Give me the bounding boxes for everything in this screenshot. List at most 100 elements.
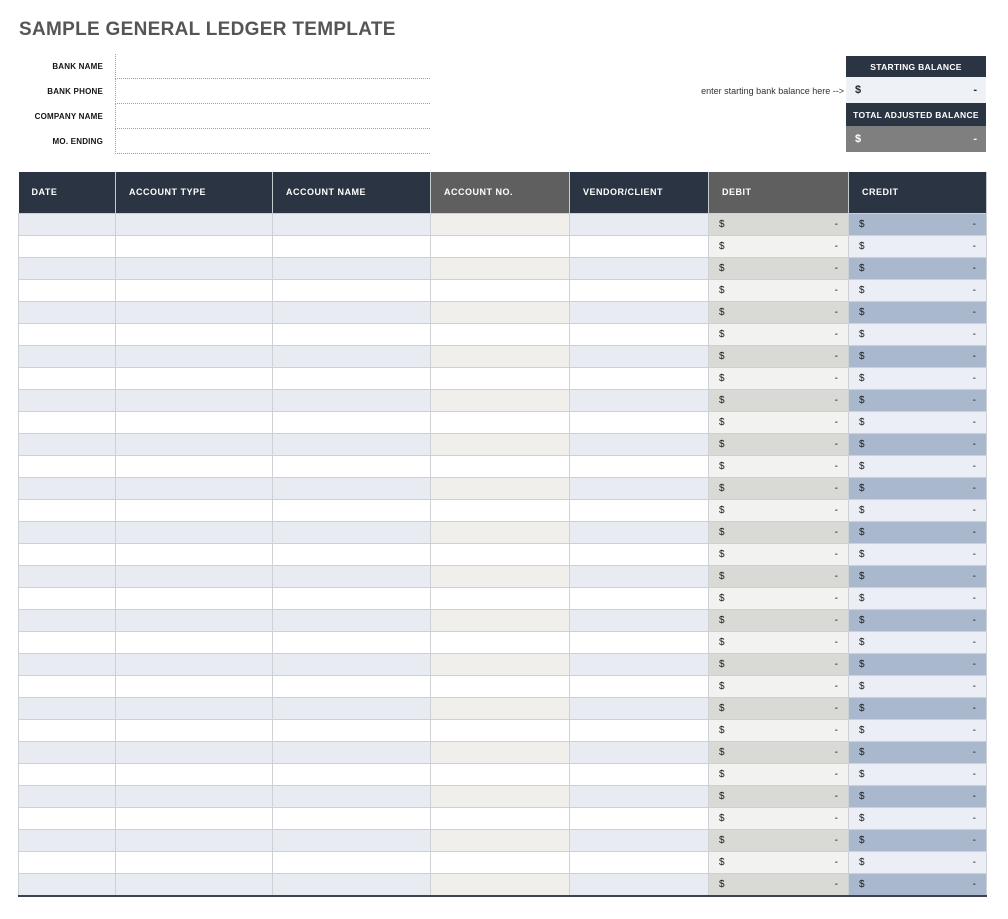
cell-debit[interactable]: $ - (708, 630, 849, 654)
cell-credit[interactable]: $ - (848, 564, 987, 588)
cell-account_no[interactable] (430, 630, 570, 654)
cell-date[interactable] (18, 212, 116, 236)
cell-debit[interactable]: $ - (708, 542, 849, 566)
cell-credit[interactable]: $ - (848, 828, 987, 852)
cell-account_name[interactable] (272, 652, 431, 676)
cell-date[interactable] (18, 608, 116, 632)
cell-account_name[interactable] (272, 740, 431, 764)
cell-account_name[interactable] (272, 784, 431, 808)
cell-account_name[interactable] (272, 542, 431, 566)
cell-account_no[interactable] (430, 652, 570, 676)
cell-account_no[interactable] (430, 586, 570, 610)
cell-account_name[interactable] (272, 828, 431, 852)
cell-account_type[interactable] (115, 432, 273, 456)
cell-vendor_client[interactable] (569, 278, 709, 302)
cell-credit[interactable]: $ - (848, 234, 987, 258)
cell-credit[interactable]: $ - (848, 586, 987, 610)
cell-account_type[interactable] (115, 454, 273, 478)
cell-account_no[interactable] (430, 872, 570, 896)
cell-credit[interactable]: $ - (848, 498, 987, 522)
cell-vendor_client[interactable] (569, 806, 709, 830)
starting-balance-cell[interactable]: $ - (846, 77, 986, 103)
cell-account_no[interactable] (430, 432, 570, 456)
cell-debit[interactable]: $ - (708, 256, 849, 280)
cell-date[interactable] (18, 806, 116, 830)
cell-account_type[interactable] (115, 344, 273, 368)
cell-account_type[interactable] (115, 828, 273, 852)
cell-account_name[interactable] (272, 388, 431, 412)
cell-vendor_client[interactable] (569, 586, 709, 610)
cell-vendor_client[interactable] (569, 828, 709, 852)
cell-date[interactable] (18, 850, 116, 874)
cell-vendor_client[interactable] (569, 872, 709, 896)
cell-account_type[interactable] (115, 762, 273, 786)
cell-account_name[interactable] (272, 300, 431, 324)
cell-vendor_client[interactable] (569, 432, 709, 456)
cell-vendor_client[interactable] (569, 454, 709, 478)
cell-debit[interactable]: $ - (708, 608, 849, 632)
cell-account_name[interactable] (272, 806, 431, 830)
cell-debit[interactable]: $ - (708, 564, 849, 588)
cell-account_no[interactable] (430, 542, 570, 566)
cell-account_no[interactable] (430, 718, 570, 742)
cell-account_type[interactable] (115, 256, 273, 280)
cell-date[interactable] (18, 542, 116, 566)
cell-account_type[interactable] (115, 872, 273, 896)
cell-vendor_client[interactable] (569, 476, 709, 500)
cell-credit[interactable]: $ - (848, 850, 987, 874)
cell-debit[interactable]: $ - (708, 872, 849, 896)
cell-account_type[interactable] (115, 586, 273, 610)
cell-debit[interactable]: $ - (708, 520, 849, 544)
mo-ending-input[interactable] (115, 129, 430, 154)
cell-debit[interactable]: $ - (708, 278, 849, 302)
cell-account_name[interactable] (272, 322, 431, 346)
cell-account_type[interactable] (115, 322, 273, 346)
cell-account_type[interactable] (115, 388, 273, 412)
cell-account_no[interactable] (430, 520, 570, 544)
cell-account_no[interactable] (430, 300, 570, 324)
cell-account_no[interactable] (430, 410, 570, 434)
cell-debit[interactable]: $ - (708, 828, 849, 852)
cell-date[interactable] (18, 278, 116, 302)
cell-vendor_client[interactable] (569, 300, 709, 324)
cell-credit[interactable]: $ - (848, 784, 987, 808)
cell-credit[interactable]: $ - (848, 806, 987, 830)
cell-credit[interactable]: $ - (848, 454, 987, 478)
cell-date[interactable] (18, 432, 116, 456)
cell-debit[interactable]: $ - (708, 850, 849, 874)
cell-account_no[interactable] (430, 476, 570, 500)
cell-date[interactable] (18, 344, 116, 368)
cell-account_no[interactable] (430, 806, 570, 830)
cell-credit[interactable]: $ - (848, 212, 987, 236)
cell-account_type[interactable] (115, 234, 273, 258)
cell-account_name[interactable] (272, 696, 431, 720)
cell-debit[interactable]: $ - (708, 806, 849, 830)
cell-vendor_client[interactable] (569, 762, 709, 786)
cell-debit[interactable]: $ - (708, 652, 849, 676)
cell-account_no[interactable] (430, 278, 570, 302)
cell-account_no[interactable] (430, 850, 570, 874)
cell-account_name[interactable] (272, 366, 431, 390)
cell-vendor_client[interactable] (569, 630, 709, 654)
cell-account_no[interactable] (430, 498, 570, 522)
cell-account_type[interactable] (115, 850, 273, 874)
cell-account_type[interactable] (115, 652, 273, 676)
cell-account_name[interactable] (272, 850, 431, 874)
cell-account_type[interactable] (115, 674, 273, 698)
total-adjusted-balance-cell[interactable]: $ - (846, 126, 986, 152)
cell-account_no[interactable] (430, 696, 570, 720)
cell-debit[interactable]: $ - (708, 234, 849, 258)
cell-account_type[interactable] (115, 498, 273, 522)
cell-date[interactable] (18, 520, 116, 544)
cell-debit[interactable]: $ - (708, 696, 849, 720)
cell-account_name[interactable] (272, 718, 431, 742)
cell-debit[interactable]: $ - (708, 388, 849, 412)
bank-name-input[interactable] (115, 54, 430, 79)
cell-account_type[interactable] (115, 212, 273, 236)
cell-credit[interactable]: $ - (848, 872, 987, 896)
cell-vendor_client[interactable] (569, 542, 709, 566)
cell-date[interactable] (18, 256, 116, 280)
cell-vendor_client[interactable] (569, 564, 709, 588)
cell-vendor_client[interactable] (569, 850, 709, 874)
cell-account_name[interactable] (272, 872, 431, 896)
